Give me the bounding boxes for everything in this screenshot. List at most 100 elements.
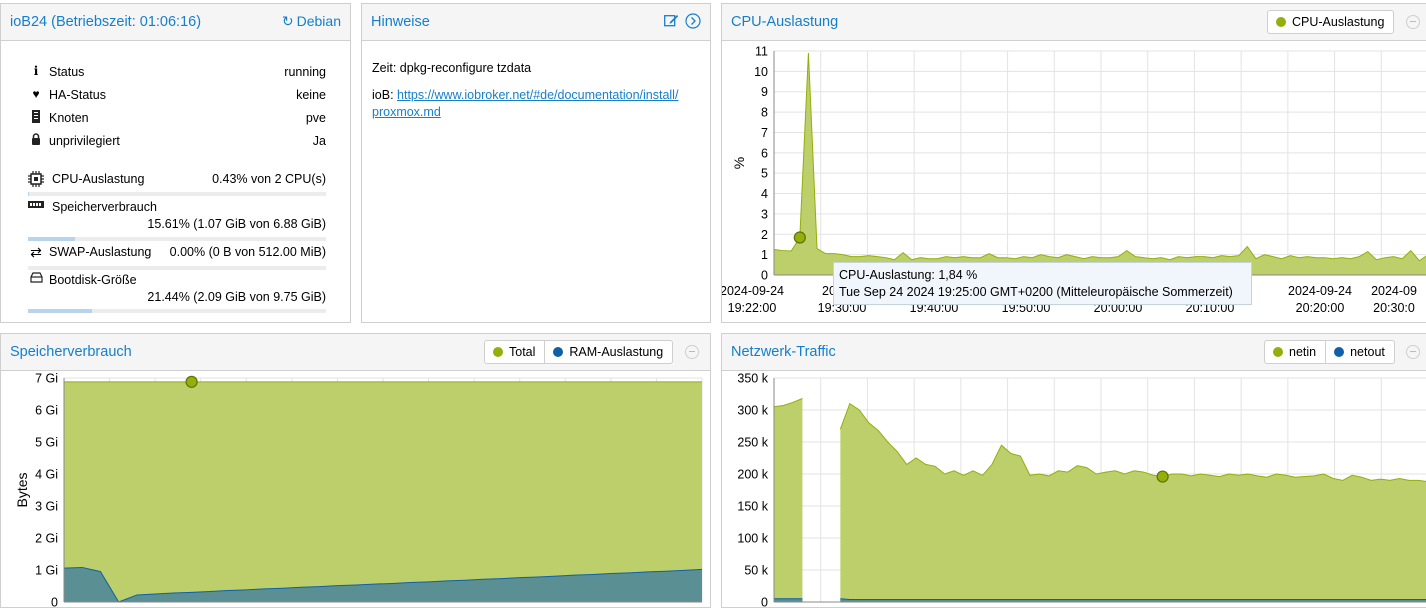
mem-collapse-icon[interactable] [685,345,699,359]
x-tick-date: 2024-09 [1371,284,1417,298]
mem-value: 15.61% (1.07 GiB von 6.88 GiB) [147,217,326,231]
notes-line-time: Zeit: dpkg-reconfigure tzdata [372,61,531,75]
cpu-tooltip: CPU-Auslastung: 1,84 % Tue Sep 24 2024 1… [833,262,1252,305]
legend-ram[interactable]: RAM-Auslastung [544,341,672,363]
y-tick-label: 3 Gi [35,500,58,514]
ha-status-row: ♥ HA-Status keine [28,87,326,105]
y-tick-label: 250 k [737,436,768,450]
y-tick-label: 200 k [737,468,768,482]
cpu-icon [28,171,44,190]
net-chart-title: Netzwerk-Traffic [731,344,836,360]
hover-marker [794,232,805,243]
legend-dot-netout [1334,347,1344,357]
y-tick-label: 350 k [737,372,768,386]
edit-icon[interactable] [664,13,679,30]
y-tick-label: 7 Gi [35,372,58,386]
mem-progress-fill [28,237,75,241]
legend-dot-cpu [1276,17,1286,27]
y-tick-label: 11 [755,45,768,59]
notes-iob-prefix: ioB: [372,88,397,102]
swap-icon: ⇄ [28,244,44,261]
os-badge[interactable]: ↻Debian [282,13,341,30]
notes-panel: Hinweise Zeit: dpkg-reconfigure tzdata i… [361,3,711,323]
heartbeat-icon: ♥ [28,87,44,101]
y-tick-label: 2 Gi [35,532,58,546]
mem-chart-header: Speicherverbrauch Total RAM-Auslastung [1,334,710,371]
tooltip-line-value: CPU-Auslastung: 1,84 % [839,267,1251,284]
legend-cpu-label: CPU-Auslastung [1292,15,1384,29]
cpu-collapse-icon[interactable] [1406,15,1420,29]
disk-value: 21.44% (2.09 GiB von 9.75 GiB) [147,290,326,304]
series-area-net-0 [840,404,1426,602]
notes-link-part1: https://www.iobroker.net/#de/documentati… [397,88,678,102]
y-tick-label: 6 Gi [35,404,58,418]
legend-cpu[interactable]: CPU-Auslastung [1268,11,1393,33]
refresh-icon: ↻ [282,13,294,30]
hover-marker [186,376,197,387]
legend-dot-netin [1273,347,1283,357]
y-tick-label: 8 [761,106,768,120]
swap-row: ⇄ SWAP-Auslastung 0.00% (0 B von 512.00 … [28,244,326,262]
y-tick-label: 1 [761,248,768,262]
status-value: running [284,65,326,79]
cpu-chart-title: CPU-Auslastung [731,14,838,30]
y-tick-label: 2 [761,228,768,242]
cpu-label: CPU-Auslastung [52,172,144,186]
legend-netin-label: netin [1289,345,1316,359]
y-tick-label: 5 Gi [35,436,58,450]
y-tick-label: 4 [761,187,768,201]
net-chart-legend: netin netout [1264,340,1395,364]
series-area-net-0 [774,398,802,602]
mem-chart-panel: Speicherverbrauch Total RAM-Auslastung 0… [0,333,711,608]
ha-status-value: keine [296,88,326,102]
disk-row: Bootdisk-Größe [28,272,326,290]
net-collapse-icon[interactable] [1406,345,1420,359]
legend-netin[interactable]: netin [1265,341,1325,363]
x-tick-time: 20:20:00 [1296,301,1345,315]
swap-value: 0.00% (0 B von 512.00 MiB) [170,245,326,259]
cpu-value: 0.43% von 2 CPU(s) [212,172,326,186]
memory-icon [28,199,44,213]
node-label: Knoten [49,111,89,125]
notes-line-iob: ioB: https://www.iobroker.net/#de/docume… [372,87,702,121]
notes-title: Hinweise [371,14,430,30]
mem-row: Speicherverbrauch [28,199,326,217]
y-tick-label: 4 Gi [35,468,58,482]
y-tick-label: 1 Gi [35,564,58,578]
y-tick-label: 9 [761,85,768,99]
status-label: Status [49,65,84,79]
x-tick-time: 20:30:0 [1373,301,1415,315]
notes-header: Hinweise [362,4,710,41]
y-tick-label: 50 k [744,564,768,578]
node-row: Knoten pve [28,110,326,128]
os-label: Debian [297,13,341,29]
status-row: i Status running [28,64,326,82]
y-tick-label: 0 [761,269,768,283]
cpu-row: CPU-Auslastung 0.43% von 2 CPU(s) [28,171,326,189]
y-tick-label: 7 [761,126,768,140]
legend-netout[interactable]: netout [1325,341,1394,363]
notes-link[interactable]: https://www.iobroker.net/#de/documentati… [372,88,678,119]
y-axis-label: Bytes [14,472,30,507]
unprivileged-label: unprivilegiert [49,134,120,148]
disk-progress [28,309,326,313]
x-tick-time: 19:22:00 [728,301,777,315]
series-line-cpu-0 [774,53,1426,261]
expand-icon[interactable] [685,13,701,32]
cpu-chart-header: CPU-Auslastung CPU-Auslastung [722,4,1426,41]
node-value: pve [306,111,326,125]
swap-progress [28,266,326,270]
cpu-progress [28,192,326,196]
swap-label: SWAP-Auslastung [49,245,151,259]
legend-dot-total [493,347,503,357]
y-tick-label: 6 [761,146,768,160]
mem-chart-title: Speicherverbrauch [10,344,132,360]
summary-title: ioB24 (Betriebszeit: 01:06:16) [10,14,201,30]
info-icon: i [28,64,44,78]
mem-label: Speicherverbrauch [52,200,157,214]
legend-total-label: Total [509,345,535,359]
legend-total[interactable]: Total [485,341,544,363]
